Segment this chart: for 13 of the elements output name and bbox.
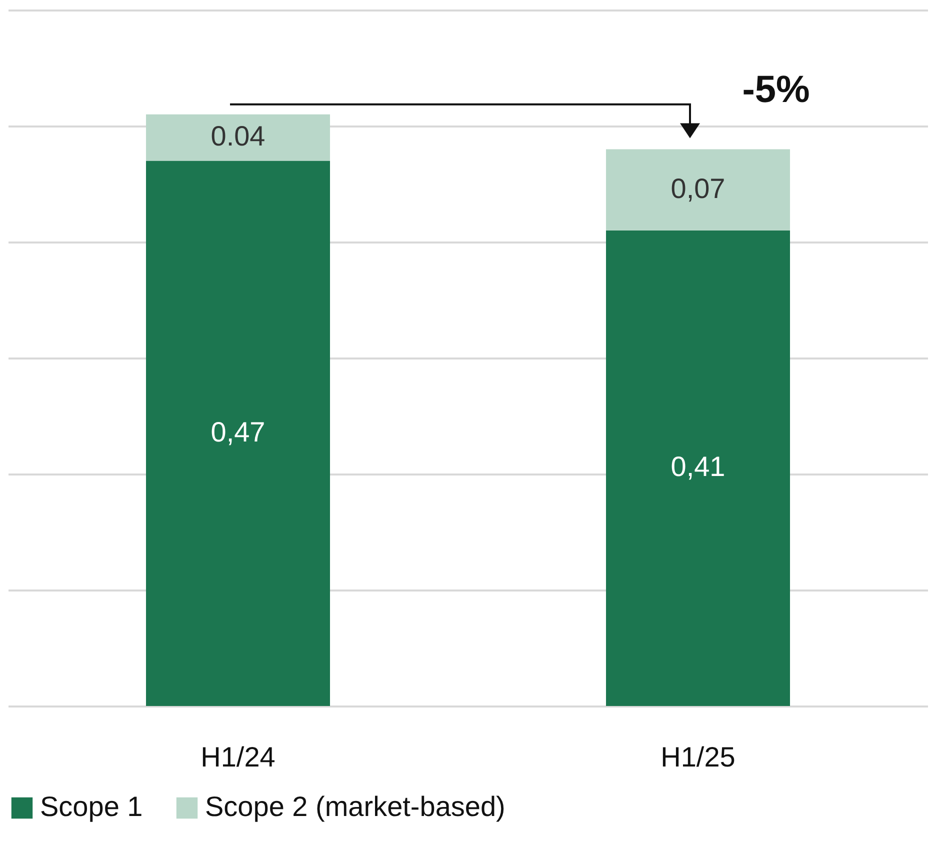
bar (146, 114, 330, 161)
bar (146, 160, 330, 706)
data-label: 0.04 (210, 120, 266, 152)
bar (606, 149, 790, 230)
annotation: -5% (742, 69, 810, 112)
data-label: 0,41 (670, 451, 726, 482)
legend-label: Scope 1 (40, 791, 143, 822)
x-tick-label: H1/25 (660, 742, 736, 772)
data-label: 0,47 (210, 416, 266, 448)
bar (606, 230, 790, 706)
data-label: 0,07 (670, 172, 726, 204)
x-tick-label: H1/24 (200, 742, 276, 772)
legend-label: Scope 2 (market-based) (205, 791, 506, 822)
